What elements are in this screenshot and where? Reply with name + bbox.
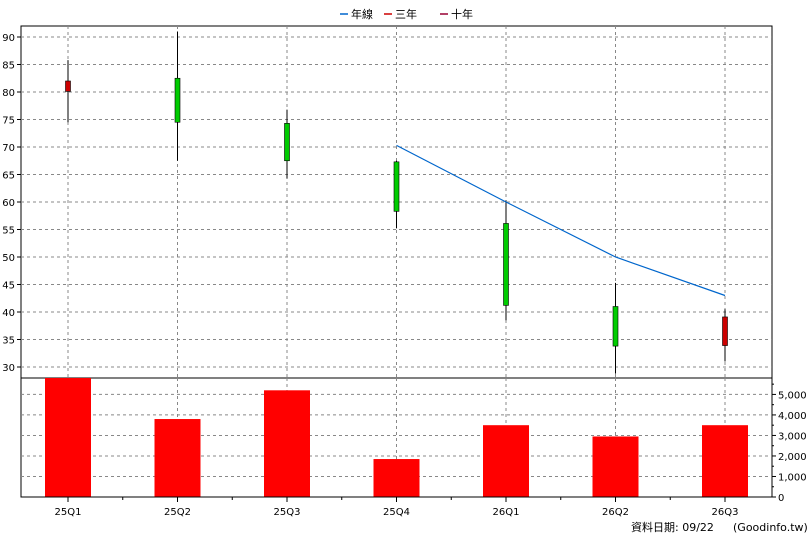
legend-item-label: 十年	[451, 7, 473, 21]
candle-body	[393, 161, 400, 212]
volume-bar	[592, 436, 639, 497]
x-tick-label: 25Q4	[383, 507, 410, 518]
x-tick-label: 25Q3	[274, 507, 301, 518]
x-tick-label: 25Q1	[55, 507, 82, 518]
volume-tick-label: 4,000	[778, 411, 807, 422]
price-tick-label: 45	[2, 281, 15, 292]
price-tick-label: 40	[2, 308, 15, 319]
price-tick-label: 30	[2, 363, 15, 374]
volume-panel: 0 1,000 2,000 3,000 4,000 5,000	[20, 377, 807, 504]
source-label: (Goodinfo.tw)	[733, 521, 808, 534]
chart-legend: 年線 三年 十年	[340, 7, 473, 21]
x-tick-label: 26Q1	[493, 507, 520, 518]
volume-tick-label: 0	[778, 493, 784, 504]
price-tick-label: 85	[2, 61, 15, 72]
volume-bar	[154, 419, 201, 497]
candle-body	[503, 223, 509, 306]
volume-tick-label: 5,000	[778, 390, 807, 401]
price-tick-label: 65	[2, 171, 15, 182]
price-tick-label: 35	[2, 336, 15, 347]
data-date-label: 資料日期: 09/22	[631, 520, 714, 534]
x-tick-label: 26Q3	[712, 507, 739, 518]
price-tick-label: 60	[2, 198, 15, 209]
candle-body	[722, 316, 728, 346]
x-axis: 25Q1 25Q2 25Q3 25Q4 26Q1 26Q2 26Q3	[21, 496, 772, 518]
candle-body	[284, 123, 290, 162]
candle-body	[612, 306, 619, 347]
price-panel: 30 35 40 45 50 55 60 65 70 75 80 85 90	[2, 25, 773, 379]
legend-item-label: 年線	[351, 7, 373, 21]
volume-tick-label: 3,000	[778, 431, 807, 442]
volume-bar	[702, 425, 748, 497]
price-tick-label: 70	[2, 143, 15, 154]
volume-bar	[373, 459, 420, 497]
volume-bar	[483, 425, 529, 497]
volume-tick-label: 2,000	[778, 452, 807, 463]
candle-body	[174, 77, 181, 123]
x-tick-label: 26Q2	[602, 507, 629, 518]
annual-line	[396, 144, 726, 297]
price-tick-label: 55	[2, 226, 15, 237]
legend-item-label: 三年	[395, 7, 417, 21]
x-tick-label: 25Q2	[164, 507, 191, 518]
price-tick-label: 90	[2, 33, 15, 44]
price-tick-label: 75	[2, 116, 15, 127]
candle-body	[65, 80, 71, 92]
price-tick-label: 80	[2, 88, 15, 99]
volume-bar	[264, 390, 310, 497]
volume-tick-label: 1,000	[778, 472, 807, 483]
price-tick-label: 50	[2, 253, 15, 264]
volume-bar	[45, 378, 91, 497]
